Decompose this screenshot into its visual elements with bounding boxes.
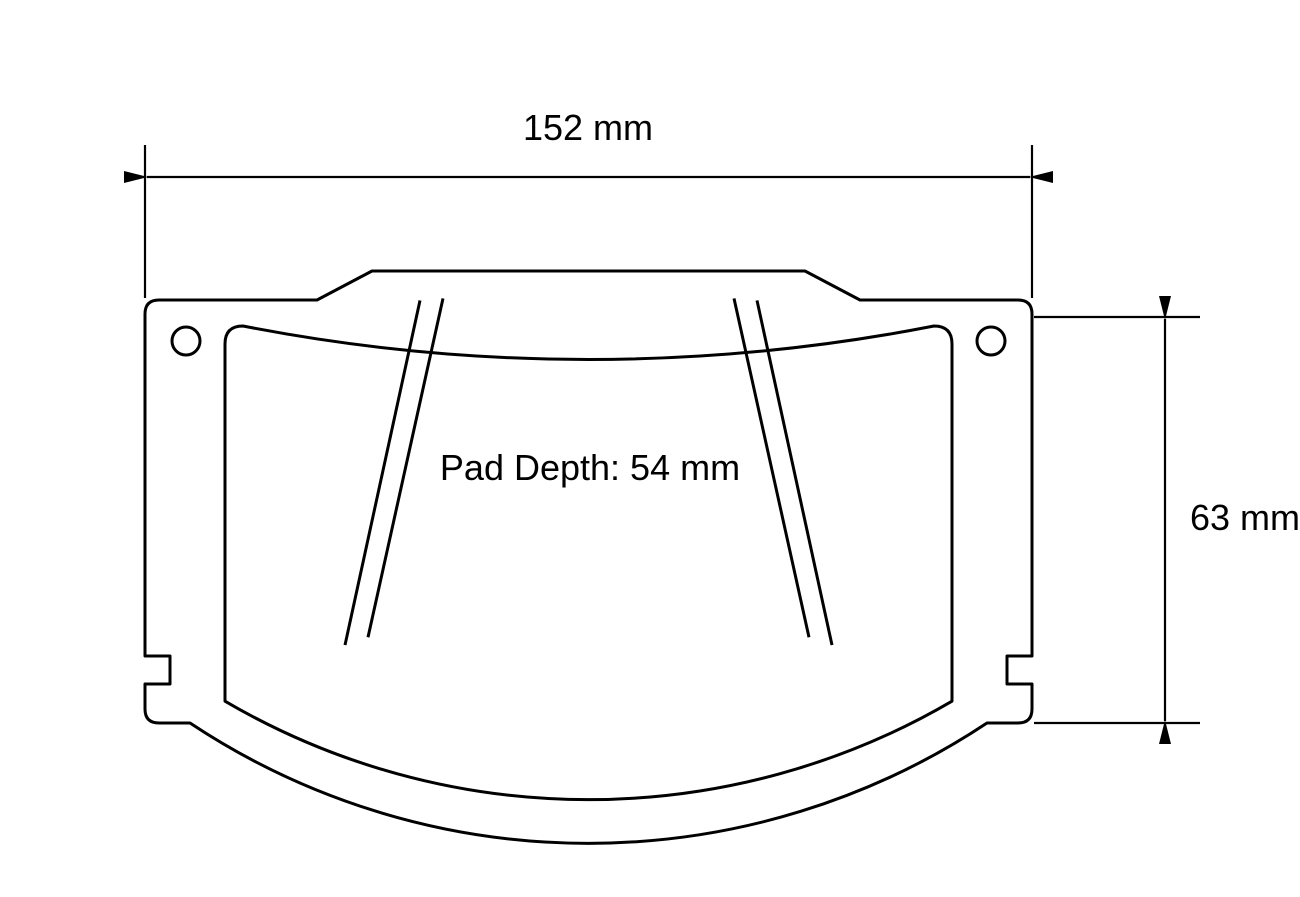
backing-plate-outline <box>145 271 1032 843</box>
dim-width-label: 152 mm <box>523 107 653 148</box>
brake-pad-technical-drawing: 152 mm 63 mm Pad Depth: 54 mm <box>0 0 1300 897</box>
dim-height-label: 63 mm <box>1190 497 1300 538</box>
pad-depth-label: Pad Depth: 54 mm <box>440 447 740 488</box>
